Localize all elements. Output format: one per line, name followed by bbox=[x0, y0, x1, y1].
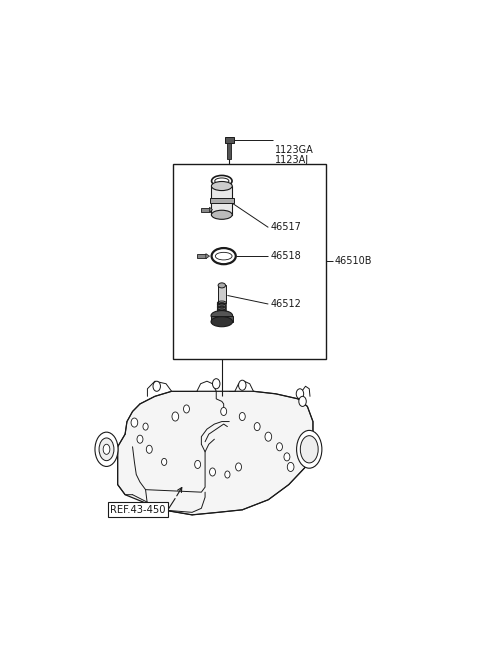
Ellipse shape bbox=[216, 252, 232, 260]
FancyBboxPatch shape bbox=[108, 502, 168, 517]
Circle shape bbox=[239, 380, 246, 390]
Circle shape bbox=[221, 407, 227, 415]
Circle shape bbox=[299, 396, 306, 406]
Circle shape bbox=[236, 463, 241, 471]
Text: REF.43-450: REF.43-450 bbox=[110, 505, 166, 515]
Ellipse shape bbox=[215, 178, 229, 184]
Text: 46510B: 46510B bbox=[335, 256, 372, 266]
Ellipse shape bbox=[95, 432, 118, 466]
Ellipse shape bbox=[103, 444, 110, 455]
Circle shape bbox=[137, 435, 143, 443]
Ellipse shape bbox=[211, 210, 232, 219]
Text: 1123AJ: 1123AJ bbox=[275, 155, 309, 165]
Polygon shape bbox=[206, 253, 210, 259]
Circle shape bbox=[210, 468, 216, 476]
Text: 46518: 46518 bbox=[270, 251, 301, 261]
Circle shape bbox=[146, 445, 152, 453]
Ellipse shape bbox=[99, 438, 114, 460]
Polygon shape bbox=[211, 316, 233, 322]
Text: 46517: 46517 bbox=[270, 223, 301, 233]
Ellipse shape bbox=[218, 283, 226, 288]
Circle shape bbox=[265, 432, 272, 441]
Polygon shape bbox=[201, 208, 210, 212]
Circle shape bbox=[284, 453, 290, 461]
Polygon shape bbox=[228, 143, 231, 159]
Polygon shape bbox=[197, 254, 206, 258]
Circle shape bbox=[296, 389, 304, 399]
Polygon shape bbox=[210, 207, 213, 212]
Text: 46512: 46512 bbox=[270, 299, 301, 309]
Circle shape bbox=[240, 413, 245, 421]
Circle shape bbox=[131, 418, 138, 427]
Circle shape bbox=[254, 422, 260, 430]
Ellipse shape bbox=[300, 436, 318, 463]
Polygon shape bbox=[210, 198, 234, 203]
Polygon shape bbox=[211, 186, 232, 215]
Circle shape bbox=[143, 423, 148, 430]
Polygon shape bbox=[218, 286, 226, 303]
Polygon shape bbox=[118, 391, 313, 515]
Circle shape bbox=[213, 379, 220, 389]
Text: 1123GA: 1123GA bbox=[275, 145, 314, 155]
Ellipse shape bbox=[211, 316, 233, 327]
Ellipse shape bbox=[211, 310, 233, 321]
Circle shape bbox=[288, 462, 294, 472]
Circle shape bbox=[153, 381, 160, 391]
Circle shape bbox=[172, 412, 179, 421]
Circle shape bbox=[162, 458, 167, 466]
Bar bbox=[173, 164, 326, 358]
Ellipse shape bbox=[297, 430, 322, 468]
Ellipse shape bbox=[211, 181, 232, 191]
Polygon shape bbox=[225, 137, 234, 143]
Circle shape bbox=[225, 471, 230, 478]
Circle shape bbox=[276, 443, 282, 451]
Circle shape bbox=[195, 460, 201, 468]
Circle shape bbox=[183, 405, 190, 413]
